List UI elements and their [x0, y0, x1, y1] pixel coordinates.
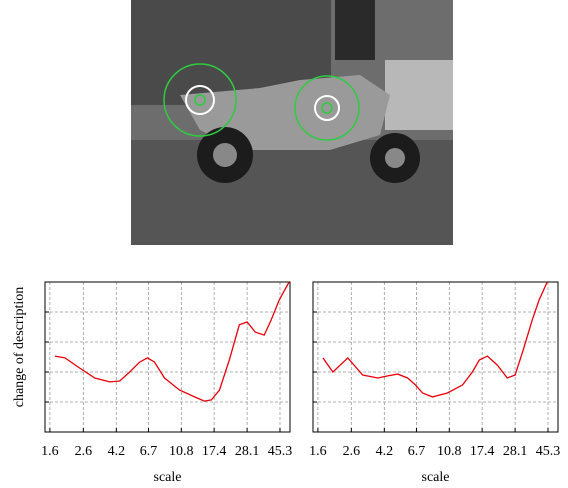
plot-frame — [312, 281, 559, 433]
line — [322, 281, 548, 398]
x-tick-label: 1.6 — [41, 444, 59, 459]
x-tick-label: 17.4 — [470, 444, 495, 459]
x-tick-label: 10.8 — [437, 444, 462, 459]
x-tick-label: 2.6 — [75, 444, 93, 459]
x-tick-label: 1.6 — [309, 444, 327, 459]
x-tick-label: 6.7 — [140, 444, 158, 459]
x-tick-label: 45.3 — [268, 444, 293, 459]
x-tick-label: 2.6 — [343, 444, 361, 459]
x-tick-label: 45.3 — [536, 444, 561, 459]
photo — [131, 0, 453, 245]
x-tick-label: 28.1 — [235, 444, 260, 459]
x-axis-label: scale — [154, 470, 182, 485]
x-tick-label: 4.2 — [108, 444, 126, 459]
line — [54, 281, 290, 402]
x-tick-label: 10.8 — [169, 444, 194, 459]
plot-frame — [44, 281, 291, 433]
x-axis-label: scale — [422, 470, 450, 485]
x-tick-label: 6.7 — [408, 444, 426, 459]
x-tick-label: 28.1 — [503, 444, 528, 459]
x-tick-label: 17.4 — [202, 444, 227, 459]
y-axis-label: change of description — [12, 287, 27, 408]
x-tick-label: 4.2 — [376, 444, 394, 459]
